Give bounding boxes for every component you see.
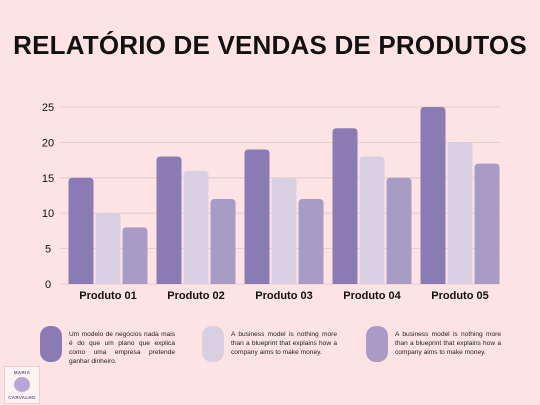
- y-tick-label-0: 0: [45, 279, 51, 291]
- legend-swatch-3: [366, 326, 388, 362]
- logo-mark-icon: [14, 377, 30, 392]
- bar-s2-c2: [183, 170, 209, 284]
- chart-title: RELATÓRIO DE VENDAS DE PRODUTOS: [13, 30, 527, 60]
- bar-s3-c5: [474, 163, 500, 284]
- x-tick-label-2: Produto 02: [167, 290, 224, 302]
- logo-name-bottom: CARVALHO: [8, 395, 36, 400]
- bar-s3-c2: [210, 199, 236, 284]
- logo-name-top: MARIA: [13, 370, 31, 375]
- legend-swatch-1: [40, 326, 62, 362]
- bar-s2-c3: [271, 177, 297, 284]
- bar-chart: 0 5 10 15 20 25 Produto 01 Produto 02 Produto 03…: [42, 102, 500, 302]
- bar-s2-c5: [447, 142, 473, 284]
- bar-s3-c3: [298, 199, 324, 284]
- bar-s2-c1: [95, 213, 121, 284]
- bar-s1-c1: [68, 177, 94, 284]
- y-tick-label-4: 20: [42, 137, 54, 149]
- y-tick-label-1: 5: [45, 244, 51, 256]
- x-tick-label-1: Produto 01: [79, 290, 136, 302]
- bar-s1-c4: [332, 128, 358, 284]
- legend-swatch-2: [202, 326, 224, 362]
- bar-s1-c5: [420, 107, 446, 284]
- y-tick-label-3: 15: [42, 173, 54, 185]
- x-tick-label-5: Produto 05: [431, 290, 488, 302]
- legend-text-3: A business model is nothing more than a …: [395, 331, 501, 356]
- legend-text-2: A business model is nothing more than a …: [231, 331, 337, 356]
- y-tick-label-5: 25: [42, 102, 54, 114]
- x-tick-label-3: Produto 03: [255, 290, 312, 302]
- legend-text-1: Um modelo de negócios nada mais é do que…: [69, 331, 175, 365]
- bar-s2-c4: [359, 156, 385, 284]
- bar-s3-c4: [386, 177, 412, 284]
- brand-logo: MARIA CARVALHO: [4, 366, 40, 404]
- bar-s3-c1: [122, 227, 148, 284]
- x-tick-label-4: Produto 04: [343, 290, 401, 302]
- bar-s1-c3: [244, 149, 270, 284]
- bar-s1-c2: [156, 156, 182, 284]
- y-tick-label-2: 10: [42, 208, 54, 220]
